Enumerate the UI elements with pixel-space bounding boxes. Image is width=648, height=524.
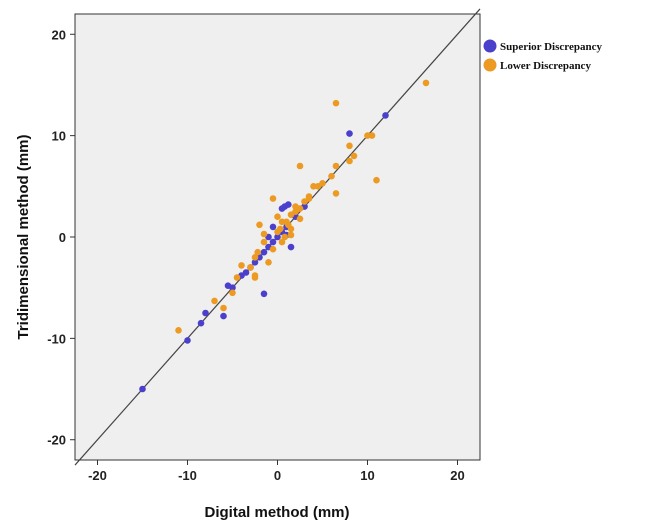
scatter-point-series-1 — [269, 195, 277, 202]
scatter-point-series-1 — [269, 245, 277, 253]
scatter-point-series-1 — [238, 262, 245, 269]
scatter-point-series-1 — [281, 233, 289, 241]
scatter-point-series-1 — [229, 289, 236, 297]
scatter-point-series-1 — [332, 162, 340, 170]
scatter-point-series-0 — [287, 243, 295, 251]
scatter-point-series-0 — [269, 238, 277, 246]
scatter-point-series-1 — [346, 142, 353, 150]
scatter-point-series-0 — [251, 259, 259, 266]
scatter-point-series-1 — [211, 297, 218, 305]
scatter-point-series-0 — [382, 112, 389, 119]
x-axis: -20 -10 0 10 20 — [88, 460, 465, 483]
scatter-point-series-1 — [278, 238, 286, 246]
legend-label: Superior Discrepancy — [500, 41, 602, 53]
y-tick-label: -20 — [47, 433, 66, 448]
x-tick-label: 20 — [450, 468, 464, 483]
scatter-point-series-1 — [422, 79, 430, 87]
scatter-point-series-1 — [346, 157, 353, 165]
x-tick-label: -10 — [178, 468, 197, 483]
scatter-point-series-0 — [224, 282, 232, 290]
scatter-point-series-1 — [274, 213, 281, 220]
scatter-point-series-1 — [319, 180, 326, 187]
legend-label: Lower Discrepancy — [500, 60, 591, 72]
points-layer — [139, 79, 430, 393]
y-tick-label: -10 — [47, 331, 66, 346]
scatter-point-series-1 — [350, 152, 358, 160]
scatter-point-series-1 — [175, 327, 182, 334]
scatter-point-series-0 — [346, 130, 353, 137]
legend: Superior Discrepancy Lower Discrepancy — [483, 39, 602, 72]
scatter-point-series-1 — [287, 231, 295, 239]
scatter-point-series-1 — [256, 221, 263, 229]
scatter-point-series-1 — [260, 238, 268, 246]
scatter-point-series-0 — [278, 205, 286, 212]
scatter-point-series-1 — [332, 99, 340, 107]
x-tick-label: -20 — [88, 468, 107, 483]
scatter-point-series-1 — [247, 264, 254, 271]
scatter-point-series-1 — [260, 230, 268, 238]
scatter-point-series-0 — [242, 269, 250, 276]
legend-marker — [483, 58, 497, 72]
x-axis-title: Digital method (mm) — [205, 504, 350, 521]
y-tick-label: 20 — [52, 27, 66, 42]
scatter-point-series-0 — [285, 201, 292, 208]
scatter-point-series-1 — [254, 248, 261, 256]
x-tick-label: 10 — [360, 468, 374, 483]
x-tick-label: 0 — [274, 468, 281, 483]
scatter-point-series-0 — [184, 337, 191, 344]
scatter-point-series-1 — [296, 162, 304, 170]
legend-marker — [483, 39, 497, 53]
scatter-point-series-1 — [373, 176, 380, 184]
scatter-point-series-1 — [332, 190, 340, 197]
scatter-point-series-0 — [269, 223, 277, 231]
y-tick-label: 10 — [52, 129, 66, 144]
scatter-point-series-1 — [265, 259, 272, 266]
scatter-point-series-0 — [139, 385, 146, 393]
scatter-point-series-1 — [220, 304, 227, 312]
scatter-point-series-0 — [260, 290, 268, 298]
scatter-point-series-0 — [274, 233, 281, 241]
scatter-point-series-1 — [296, 205, 304, 212]
scatter-point-series-1 — [233, 274, 241, 281]
y-axis: 20 10 0 -10 -20 — [47, 27, 75, 448]
scatter-point-series-0 — [220, 312, 227, 320]
scatter-point-series-1 — [368, 132, 376, 139]
scatter-point-series-1 — [305, 195, 313, 202]
y-tick-label: 0 — [59, 230, 66, 245]
scatter-point-series-1 — [296, 215, 304, 223]
scatter-point-series-0 — [197, 319, 205, 327]
scatter-point-series-1 — [276, 225, 284, 233]
y-axis-title: Tridimensional method (mm) — [15, 134, 32, 339]
scatter-point-series-1 — [251, 253, 259, 261]
scatter-point-series-0 — [202, 309, 209, 317]
scatter-point-series-0 — [260, 248, 268, 256]
scatter-point-series-1 — [328, 172, 335, 180]
scatter-point-series-1 — [287, 225, 295, 233]
scatter-point-series-1 — [251, 272, 259, 279]
